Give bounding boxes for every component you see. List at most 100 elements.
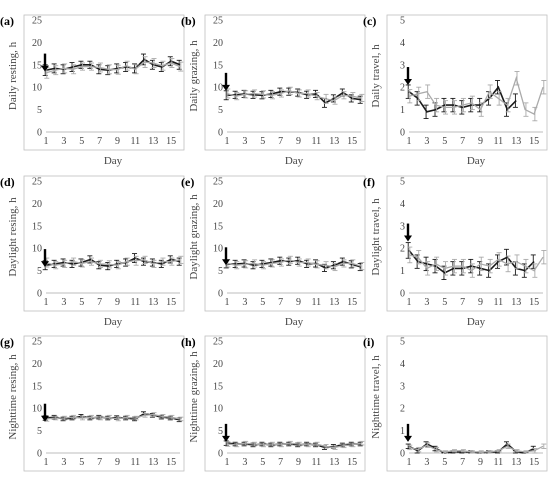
x-tick-label: 11 bbox=[131, 297, 141, 308]
y-axis-label: Daylight travel, h bbox=[370, 198, 382, 276]
y-tick-label: 1 bbox=[400, 266, 405, 277]
panel-label: (b) bbox=[181, 14, 196, 28]
x-tick-label: 7 bbox=[97, 297, 102, 308]
y-tick-label: 5 bbox=[37, 105, 42, 116]
series-line bbox=[226, 442, 361, 449]
x-tick-label: 11 bbox=[494, 457, 504, 468]
y-axis-label: Nighttime resing, h bbox=[7, 354, 19, 440]
x-tick-label: 15 bbox=[166, 297, 176, 308]
series-line bbox=[408, 75, 544, 116]
y-axis-label: Daily resting, h bbox=[7, 41, 19, 110]
y-tick-label: 4 bbox=[400, 359, 405, 370]
y-tick-label: 0 bbox=[400, 449, 405, 460]
x-tick-label: 1 bbox=[44, 297, 49, 308]
arrow-marker-head bbox=[222, 259, 230, 266]
series-1 bbox=[225, 440, 365, 450]
series-1 bbox=[407, 442, 547, 454]
y-tick-label: 3 bbox=[400, 381, 405, 392]
x-tick-label: 3 bbox=[61, 136, 66, 147]
x-tick-label: 11 bbox=[312, 297, 322, 308]
y-tick-label: 10 bbox=[32, 83, 42, 94]
x-tick-label: 15 bbox=[529, 297, 539, 308]
series-0 bbox=[405, 80, 518, 120]
x-axis-label: Day bbox=[467, 316, 486, 328]
y-tick-label: 5 bbox=[218, 426, 223, 437]
x-tick-label: 3 bbox=[242, 297, 247, 308]
y-tick-label: 2 bbox=[400, 404, 405, 415]
x-tick-label: 3 bbox=[424, 457, 429, 468]
y-tick-label: 0 bbox=[218, 289, 223, 300]
panel-label: (e) bbox=[181, 175, 194, 189]
x-tick-label: 7 bbox=[97, 457, 102, 468]
panel-frame bbox=[23, 14, 185, 151]
y-tick-label: 10 bbox=[213, 83, 223, 94]
panel-label: (g) bbox=[0, 335, 14, 349]
panel-label: (f) bbox=[363, 175, 375, 189]
y-tick-label: 0 bbox=[37, 128, 42, 139]
x-tick-label: 9 bbox=[478, 297, 483, 308]
y-tick-label: 20 bbox=[213, 38, 223, 49]
y-tick-label: 20 bbox=[213, 199, 223, 210]
chart-panel-i: (i)01234513579111315DayNighttime travel,… bbox=[363, 335, 548, 478]
y-axis-label: Daylight grazing, h bbox=[188, 194, 200, 280]
x-tick-label: 9 bbox=[478, 457, 483, 468]
y-tick-label: 2 bbox=[400, 83, 405, 94]
y-tick-label: 10 bbox=[32, 404, 42, 415]
y-axis-label: Daylight resing, h bbox=[7, 197, 19, 277]
panel-frame bbox=[386, 175, 548, 312]
x-tick-label: 13 bbox=[329, 297, 339, 308]
y-tick-label: 3 bbox=[400, 60, 405, 71]
x-tick-label: 7 bbox=[97, 136, 102, 147]
x-tick-label: 5 bbox=[260, 136, 265, 147]
x-axis-label: Day bbox=[285, 476, 304, 478]
panel-label: (c) bbox=[363, 14, 376, 28]
x-tick-label: 1 bbox=[225, 297, 230, 308]
y-axis-label: Nighttime travel, h bbox=[370, 355, 382, 439]
series-line bbox=[408, 249, 535, 274]
y-tick-label: 0 bbox=[400, 128, 405, 139]
y-tick-label: 25 bbox=[32, 177, 42, 188]
x-tick-label: 15 bbox=[529, 457, 539, 468]
arrow-marker-head bbox=[41, 415, 49, 422]
arrow-marker-head bbox=[222, 84, 230, 91]
x-tick-label: 9 bbox=[115, 297, 120, 308]
arrow-marker-head bbox=[404, 435, 412, 442]
arrow-marker-head bbox=[41, 65, 49, 72]
y-tick-label: 1 bbox=[400, 426, 405, 437]
x-tick-label: 5 bbox=[79, 136, 84, 147]
y-tick-label: 5 bbox=[37, 266, 42, 277]
arrow-marker-head bbox=[41, 261, 49, 268]
x-tick-label: 7 bbox=[460, 297, 465, 308]
x-tick-label: 15 bbox=[166, 457, 176, 468]
panel-label: (i) bbox=[363, 335, 374, 349]
y-tick-label: 0 bbox=[218, 449, 223, 460]
x-tick-label: 15 bbox=[529, 136, 539, 147]
y-tick-label: 0 bbox=[37, 449, 42, 460]
x-tick-label: 11 bbox=[131, 136, 141, 147]
y-tick-label: 1 bbox=[400, 105, 405, 116]
panel-frame bbox=[386, 335, 548, 472]
y-tick-label: 20 bbox=[32, 359, 42, 370]
x-tick-label: 11 bbox=[312, 136, 322, 147]
x-axis-label: Day bbox=[285, 316, 304, 328]
x-tick-label: 7 bbox=[278, 136, 283, 147]
y-tick-label: 10 bbox=[32, 244, 42, 255]
x-tick-label: 5 bbox=[260, 297, 265, 308]
x-tick-label: 3 bbox=[61, 297, 66, 308]
panel-frame bbox=[23, 175, 185, 312]
x-axis-label: Day bbox=[104, 316, 123, 328]
x-tick-label: 11 bbox=[494, 136, 504, 147]
x-tick-label: 1 bbox=[44, 457, 49, 468]
panel-frame bbox=[204, 14, 366, 151]
y-tick-label: 15 bbox=[213, 60, 223, 71]
y-tick-label: 25 bbox=[213, 337, 223, 348]
y-axis-label: Daily travel, h bbox=[370, 44, 382, 108]
series-line bbox=[226, 259, 362, 268]
series-line bbox=[408, 254, 544, 272]
x-tick-label: 7 bbox=[460, 457, 465, 468]
panel-frame bbox=[204, 335, 366, 472]
series-line bbox=[226, 90, 362, 102]
x-tick-label: 1 bbox=[225, 457, 230, 468]
